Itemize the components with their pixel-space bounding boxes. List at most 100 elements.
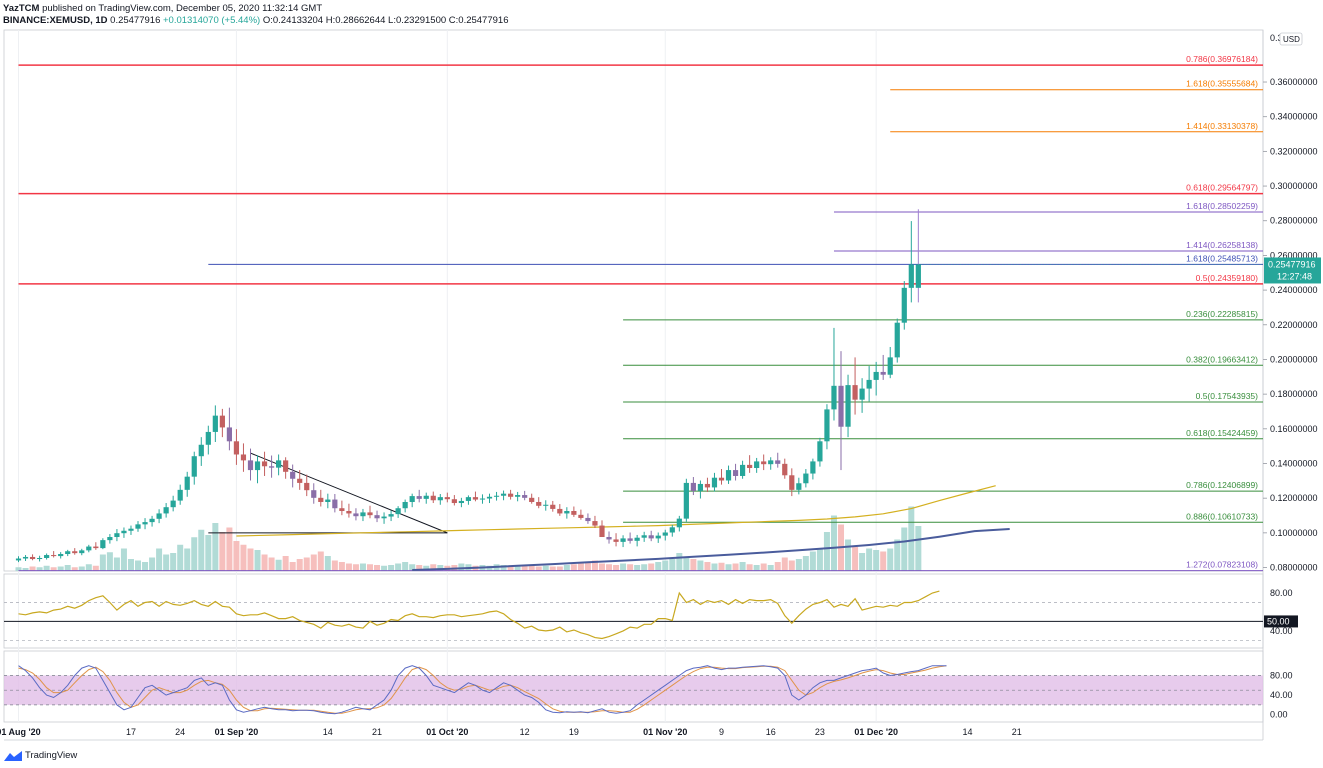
- candle-body: [859, 388, 865, 400]
- time-axis-label: 17: [126, 727, 136, 737]
- price-tick-label: 0.18000000: [1270, 389, 1318, 399]
- countdown-axis-label: 12:27:48: [1277, 271, 1312, 281]
- volume-bar: [156, 548, 163, 571]
- volume-bar: [402, 562, 409, 571]
- candle-body: [831, 385, 837, 410]
- fib-level-label: 0.886(0.10610733): [1186, 511, 1258, 521]
- candle-body: [817, 441, 823, 462]
- candle-body: [100, 540, 106, 549]
- volume-bar: [746, 564, 753, 571]
- last-price-axis-label: 0.25477916: [1268, 259, 1316, 269]
- volume-bar: [275, 559, 282, 571]
- candle-body: [297, 478, 303, 483]
- candle-body: [107, 537, 113, 541]
- candle-body: [838, 385, 844, 427]
- volume-bar: [106, 552, 113, 571]
- candle-body: [444, 497, 450, 500]
- volume-bar: [135, 560, 142, 571]
- time-axis-label: 24: [175, 727, 185, 737]
- rsi-line: [18, 590, 940, 640]
- candle-body: [845, 385, 851, 427]
- volume-bar: [767, 565, 774, 571]
- volume-bar: [92, 565, 99, 571]
- rsi-tick-label: 80.00: [1270, 588, 1293, 598]
- candle-body: [529, 497, 535, 502]
- volume-bar: [352, 564, 359, 571]
- candle-body: [86, 546, 92, 551]
- volume-bar: [338, 562, 345, 571]
- price-tick-label: 0.34000000: [1270, 112, 1318, 122]
- price-top-label: 0.3: [1270, 33, 1283, 43]
- volume-bar: [845, 539, 852, 571]
- candle-body: [219, 415, 225, 428]
- candle-body: [205, 431, 211, 445]
- candle-body: [212, 415, 218, 432]
- candle-body: [184, 476, 190, 490]
- volume-bar: [802, 556, 809, 571]
- volume-bar: [753, 565, 760, 571]
- candle-body: [634, 537, 640, 541]
- candle-body: [465, 497, 472, 501]
- candle-body: [761, 461, 767, 465]
- candle-body: [536, 501, 542, 506]
- candle-body: [711, 477, 718, 488]
- volume-bar: [317, 551, 324, 571]
- volume-bar: [521, 565, 528, 571]
- candle-body: [198, 444, 204, 457]
- candle-body: [268, 466, 275, 468]
- candle-body: [592, 521, 598, 526]
- volume-bar: [648, 563, 655, 571]
- volume-bar: [774, 562, 781, 571]
- volume-bar: [36, 567, 43, 571]
- volume-bar: [458, 563, 465, 571]
- volume-bar: [894, 539, 901, 571]
- volume-bar: [606, 564, 613, 571]
- candle-body: [775, 460, 781, 464]
- volume-bar: [866, 548, 873, 571]
- candle-body: [22, 556, 29, 559]
- candle-body: [880, 371, 886, 375]
- price-tick-label: 0.32000000: [1270, 146, 1318, 156]
- candle-body: [65, 551, 71, 555]
- candle-body: [479, 498, 486, 500]
- candle-body: [866, 379, 872, 389]
- volume-bar: [303, 557, 310, 571]
- volume-bar: [507, 565, 514, 571]
- volume-bar: [50, 567, 57, 571]
- time-axis-label: 01 Aug '20: [0, 727, 41, 737]
- volume-bar: [184, 548, 191, 571]
- volume-bar: [718, 562, 725, 571]
- volume-bar: [233, 541, 240, 571]
- volume-bar: [268, 557, 275, 571]
- candle-body: [493, 495, 500, 497]
- fib-level-label: 0.5(0.24359180): [1196, 273, 1259, 283]
- candle-body: [311, 490, 317, 498]
- candle-body: [437, 497, 443, 501]
- candle-body: [128, 528, 134, 531]
- volume-bar: [683, 557, 690, 571]
- candle-body: [901, 287, 907, 323]
- volume-bar: [823, 532, 830, 571]
- price-tick-label: 0.24000000: [1270, 285, 1318, 295]
- time-axis-label: 01 Sep '20: [215, 727, 259, 737]
- candle-body: [451, 499, 457, 504]
- price-change: +0.01314070 (+5.44%): [163, 15, 261, 26]
- volume-bar: [739, 562, 746, 571]
- candle-body: [486, 496, 493, 499]
- volume-bar: [584, 562, 591, 571]
- volume-bar: [795, 559, 802, 571]
- volume-bar: [669, 559, 676, 571]
- price-tick-label: 0.14000000: [1270, 458, 1318, 468]
- publisher-name: YazTCM: [3, 3, 40, 14]
- candle-body: [93, 546, 99, 549]
- price-pane-border: [3, 29, 1264, 572]
- time-axis-label: 14: [323, 727, 333, 737]
- candle-body: [789, 475, 795, 490]
- volume-bar: [830, 515, 837, 571]
- rsi-tick-label: 40.00: [1270, 626, 1293, 636]
- brand-name: TradingView: [25, 750, 78, 761]
- candle-body: [226, 427, 232, 442]
- time-axis-label: 01 Oct '20: [426, 727, 468, 737]
- volume-bar: [296, 559, 303, 571]
